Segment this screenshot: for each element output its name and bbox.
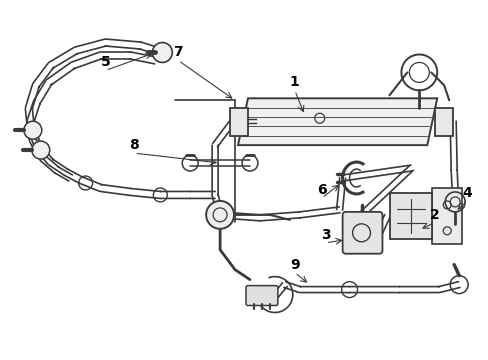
FancyBboxPatch shape	[431, 188, 461, 244]
FancyBboxPatch shape	[245, 285, 277, 306]
Circle shape	[24, 121, 41, 139]
Text: 6: 6	[316, 183, 326, 197]
Text: 7: 7	[173, 45, 183, 59]
Text: 2: 2	[428, 208, 438, 222]
Circle shape	[32, 141, 50, 159]
Circle shape	[206, 201, 234, 229]
Text: 1: 1	[289, 75, 299, 89]
Text: 9: 9	[289, 258, 299, 272]
FancyBboxPatch shape	[389, 193, 431, 239]
Circle shape	[152, 42, 172, 62]
Text: 4: 4	[461, 186, 471, 200]
FancyBboxPatch shape	[434, 108, 452, 136]
Text: 5: 5	[101, 55, 110, 69]
Polygon shape	[238, 98, 436, 145]
Text: 8: 8	[129, 138, 139, 152]
FancyBboxPatch shape	[342, 212, 382, 254]
Text: 3: 3	[320, 228, 330, 242]
FancyBboxPatch shape	[229, 108, 247, 136]
